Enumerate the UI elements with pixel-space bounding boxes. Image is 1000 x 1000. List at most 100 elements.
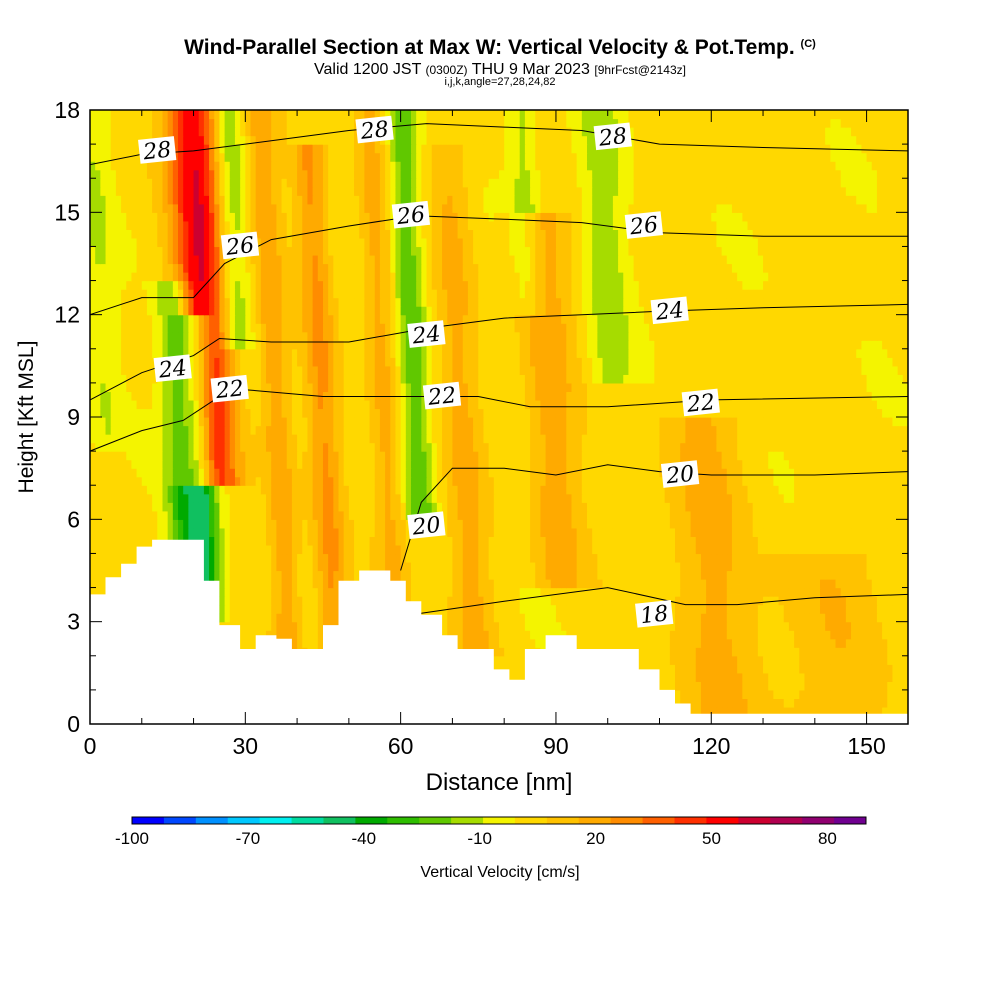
velocity-cell [825,647,831,657]
velocity-cell [814,544,821,555]
velocity-cell [167,485,174,495]
velocity-cell [328,570,334,580]
velocity-cell [711,698,718,708]
velocity-cell [457,630,464,640]
velocity-cell [592,630,598,640]
velocity-cell [856,630,863,640]
velocity-cell [302,621,309,631]
velocity-cell [374,485,381,495]
velocity-cell [892,672,899,682]
velocity-cell [322,519,329,529]
velocity-cell [379,536,386,546]
velocity-cell [245,561,252,572]
velocity-cell [291,527,298,537]
velocity-cell [214,553,221,563]
velocity-cell [540,579,547,589]
velocity-cell [835,655,842,665]
velocity-cell [405,596,412,606]
velocity-cell [442,519,448,529]
velocity-cell [302,579,309,589]
velocity-cell [110,451,117,461]
velocity-cell [649,664,655,674]
velocity-cell [700,587,707,597]
velocity-cell [359,544,365,555]
velocity-cell [240,561,246,572]
velocity-cell [861,630,868,640]
velocity-cell [819,621,826,631]
velocity-cell [643,493,650,503]
velocity-cell [887,519,894,529]
velocity-cell [830,630,837,640]
velocity-cell [473,502,479,512]
velocity-cell [783,570,790,580]
velocity-cell [188,510,195,520]
velocity-cell [405,493,412,503]
velocity-cell [716,476,723,486]
velocity-cell [571,536,578,546]
velocity-cell [322,579,329,589]
velocity-cell [876,502,883,512]
velocity-cell [716,536,723,546]
velocity-cell [198,527,205,537]
velocity-cell [255,587,262,597]
velocity-cell [442,476,448,486]
velocity-cell [737,536,743,546]
velocity-cell [255,459,262,469]
velocity-cell [752,527,759,537]
velocity-cell [405,468,412,478]
velocity-cell [783,689,790,700]
velocity-cell [436,570,443,580]
velocity-cell [695,706,702,717]
velocity-cell [297,570,303,580]
velocity-cell [457,544,464,555]
velocity-cell [535,553,542,563]
velocity-cell [659,493,666,503]
velocity-cell [742,630,749,640]
velocity-cell [706,613,712,623]
velocity-cell [675,570,681,580]
velocity-cell [871,596,878,606]
velocity-cell [726,544,733,555]
velocity-cell [209,570,215,580]
velocity-cell [851,553,857,563]
velocity-cell [721,536,728,546]
velocity-cell [514,579,521,589]
velocity-cell [840,468,847,478]
velocity-cell [286,579,293,589]
velocity-cell [90,451,96,461]
velocity-cell [266,468,272,478]
velocity-cell [742,502,749,512]
velocity-cell [742,493,749,503]
velocity-cell [700,519,707,529]
velocity-cell [794,647,800,657]
velocity-cell [110,527,117,537]
velocity-cell [830,706,837,717]
velocity-cell [488,527,495,537]
velocity-cell [669,604,676,614]
velocity-cell [726,698,733,708]
velocity-cell [478,468,485,478]
velocity-cell [664,493,671,503]
velocity-cell [840,510,847,520]
velocity-cell [281,587,288,597]
velocity-cell [447,579,454,589]
velocity-cell [659,630,666,640]
velocity-cell [100,502,107,512]
velocity-cell [250,596,257,606]
velocity-cell [700,536,707,546]
velocity-cell [276,536,283,546]
velocity-cell [711,485,718,495]
velocity-cell [700,579,707,589]
velocity-cell [669,596,676,606]
velocity-cell [328,476,334,486]
velocity-cell [902,621,908,631]
velocity-cell [695,510,702,520]
velocity-cell [856,689,863,700]
velocity-cell [623,476,630,486]
velocity-cell [178,451,184,461]
velocity-cell [488,485,495,495]
velocity-cell [250,510,257,520]
velocity-cell [757,587,764,597]
velocity-cell [675,621,681,631]
velocity-cell [804,553,811,563]
